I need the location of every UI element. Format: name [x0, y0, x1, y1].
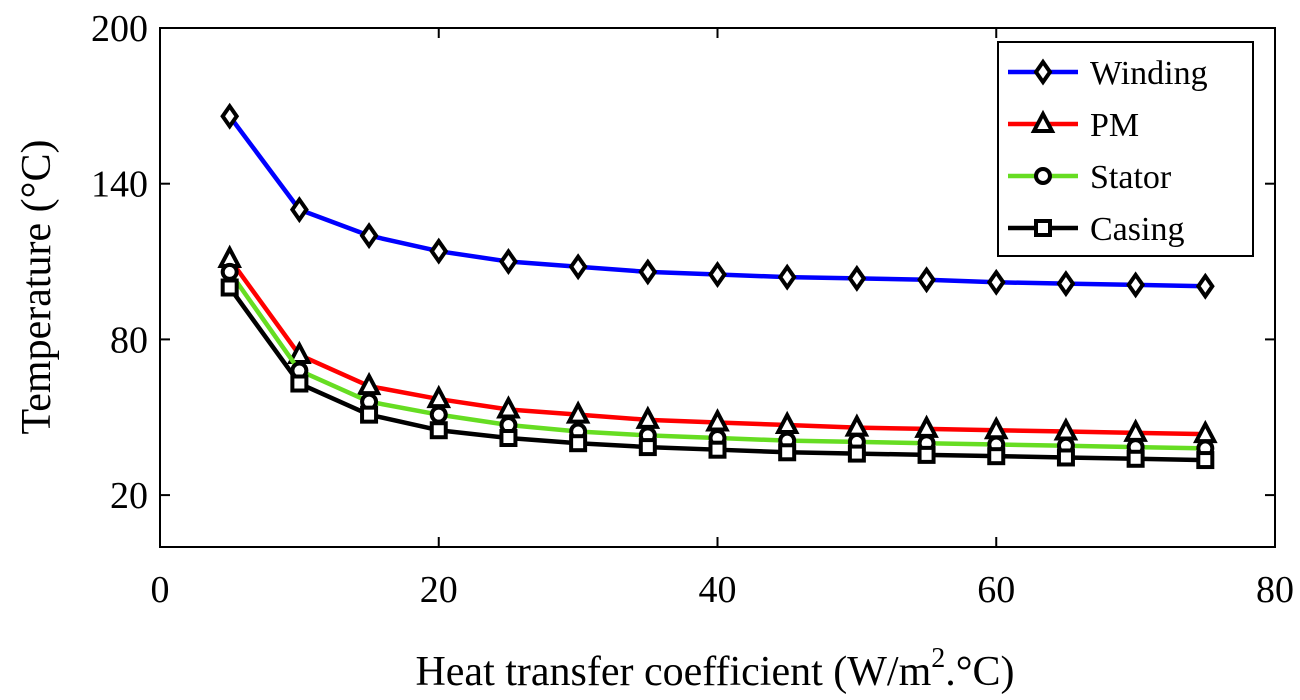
data-point-winding — [847, 264, 867, 292]
legend-item-stator: Stator — [1008, 159, 1172, 196]
data-point-winding — [498, 248, 518, 276]
x-tick-label: 40 — [699, 569, 737, 611]
data-point-casing — [1056, 448, 1075, 467]
x-tick-label: 20 — [420, 569, 458, 611]
data-point-winding — [1056, 270, 1076, 298]
data-point-pm — [496, 395, 521, 419]
x-axis-title-main: Heat transfer coefficient (W/m — [415, 649, 931, 695]
data-point-casing — [499, 429, 518, 448]
legend-marker — [1034, 219, 1052, 237]
data-point-winding — [1126, 271, 1146, 299]
data-point-pm — [914, 414, 939, 438]
plot-area — [217, 102, 1218, 470]
legend-label: Stator — [1090, 159, 1172, 196]
data-point-pm — [1053, 417, 1079, 441]
legend-item-pm: PM — [1008, 107, 1139, 144]
legend-marker — [1033, 58, 1053, 86]
series-winding — [220, 102, 1215, 300]
data-point-casing — [220, 278, 239, 297]
legend-label: Casing — [1090, 211, 1184, 248]
data-point-stator — [429, 405, 448, 424]
y-tick-label: 20 — [110, 475, 148, 517]
data-point-winding — [638, 258, 658, 286]
data-point-casing — [360, 405, 379, 424]
axes: 0 20 40 60 80 20 80 140 200 — [91, 8, 1294, 611]
x-tick-label: 0 — [151, 569, 170, 611]
data-point-pm — [565, 400, 591, 424]
data-point-stator — [220, 262, 239, 281]
data-point-pm — [426, 384, 452, 409]
data-point-casing — [708, 440, 727, 459]
data-point-winding — [429, 237, 449, 265]
data-point-casing — [290, 374, 309, 393]
legend-item-winding: Winding — [1008, 55, 1208, 92]
data-point-winding — [568, 253, 588, 281]
data-point-casing — [1196, 451, 1215, 470]
data-point-casing — [847, 444, 866, 463]
x-axis-title-superscript: 2 — [931, 643, 945, 674]
legend-label: Winding — [1090, 55, 1208, 92]
data-point-pm — [705, 408, 730, 432]
y-axis-title: Temperature (°C) — [14, 140, 60, 435]
legend: Winding PM Stator Casing — [997, 41, 1254, 257]
data-point-winding — [220, 102, 240, 130]
y-tick-label: 80 — [110, 319, 148, 361]
data-point-casing — [917, 445, 936, 464]
data-point-casing — [778, 443, 797, 462]
data-point-casing — [987, 447, 1006, 466]
x-tick-label: 60 — [977, 569, 1015, 611]
data-point-casing — [1126, 449, 1145, 468]
data-point-winding — [289, 196, 309, 224]
legend-label: PM — [1090, 107, 1139, 144]
data-point-casing — [638, 438, 657, 457]
data-point-winding — [708, 261, 727, 289]
data-point-pm — [774, 410, 800, 435]
data-point-pm — [356, 371, 382, 396]
data-point-winding — [777, 263, 797, 291]
data-point-winding — [359, 222, 379, 250]
data-point-pm — [1192, 419, 1218, 444]
data-point-pm — [983, 415, 1009, 440]
series-casing — [220, 278, 1215, 470]
data-point-winding — [917, 266, 937, 294]
legend-item-casing: Casing — [1008, 211, 1184, 248]
x-tick-label: 80 — [1256, 569, 1294, 611]
legend-marker — [1034, 167, 1052, 185]
legend-marker — [1030, 109, 1056, 133]
x-axis-title-suffix: .°C) — [945, 649, 1014, 695]
y-tick-label: 200 — [91, 8, 148, 50]
data-point-winding — [986, 268, 1006, 296]
data-point-pm — [1123, 418, 1148, 442]
y-tick-label: 140 — [91, 164, 148, 206]
data-point-casing — [569, 434, 588, 453]
data-point-casing — [429, 421, 448, 440]
data-point-pm — [635, 405, 661, 429]
x-axis-title: Heat transfer coefficient (W/m2.°C) — [415, 643, 1014, 695]
data-point-winding — [1195, 272, 1215, 300]
data-point-pm — [844, 413, 870, 437]
